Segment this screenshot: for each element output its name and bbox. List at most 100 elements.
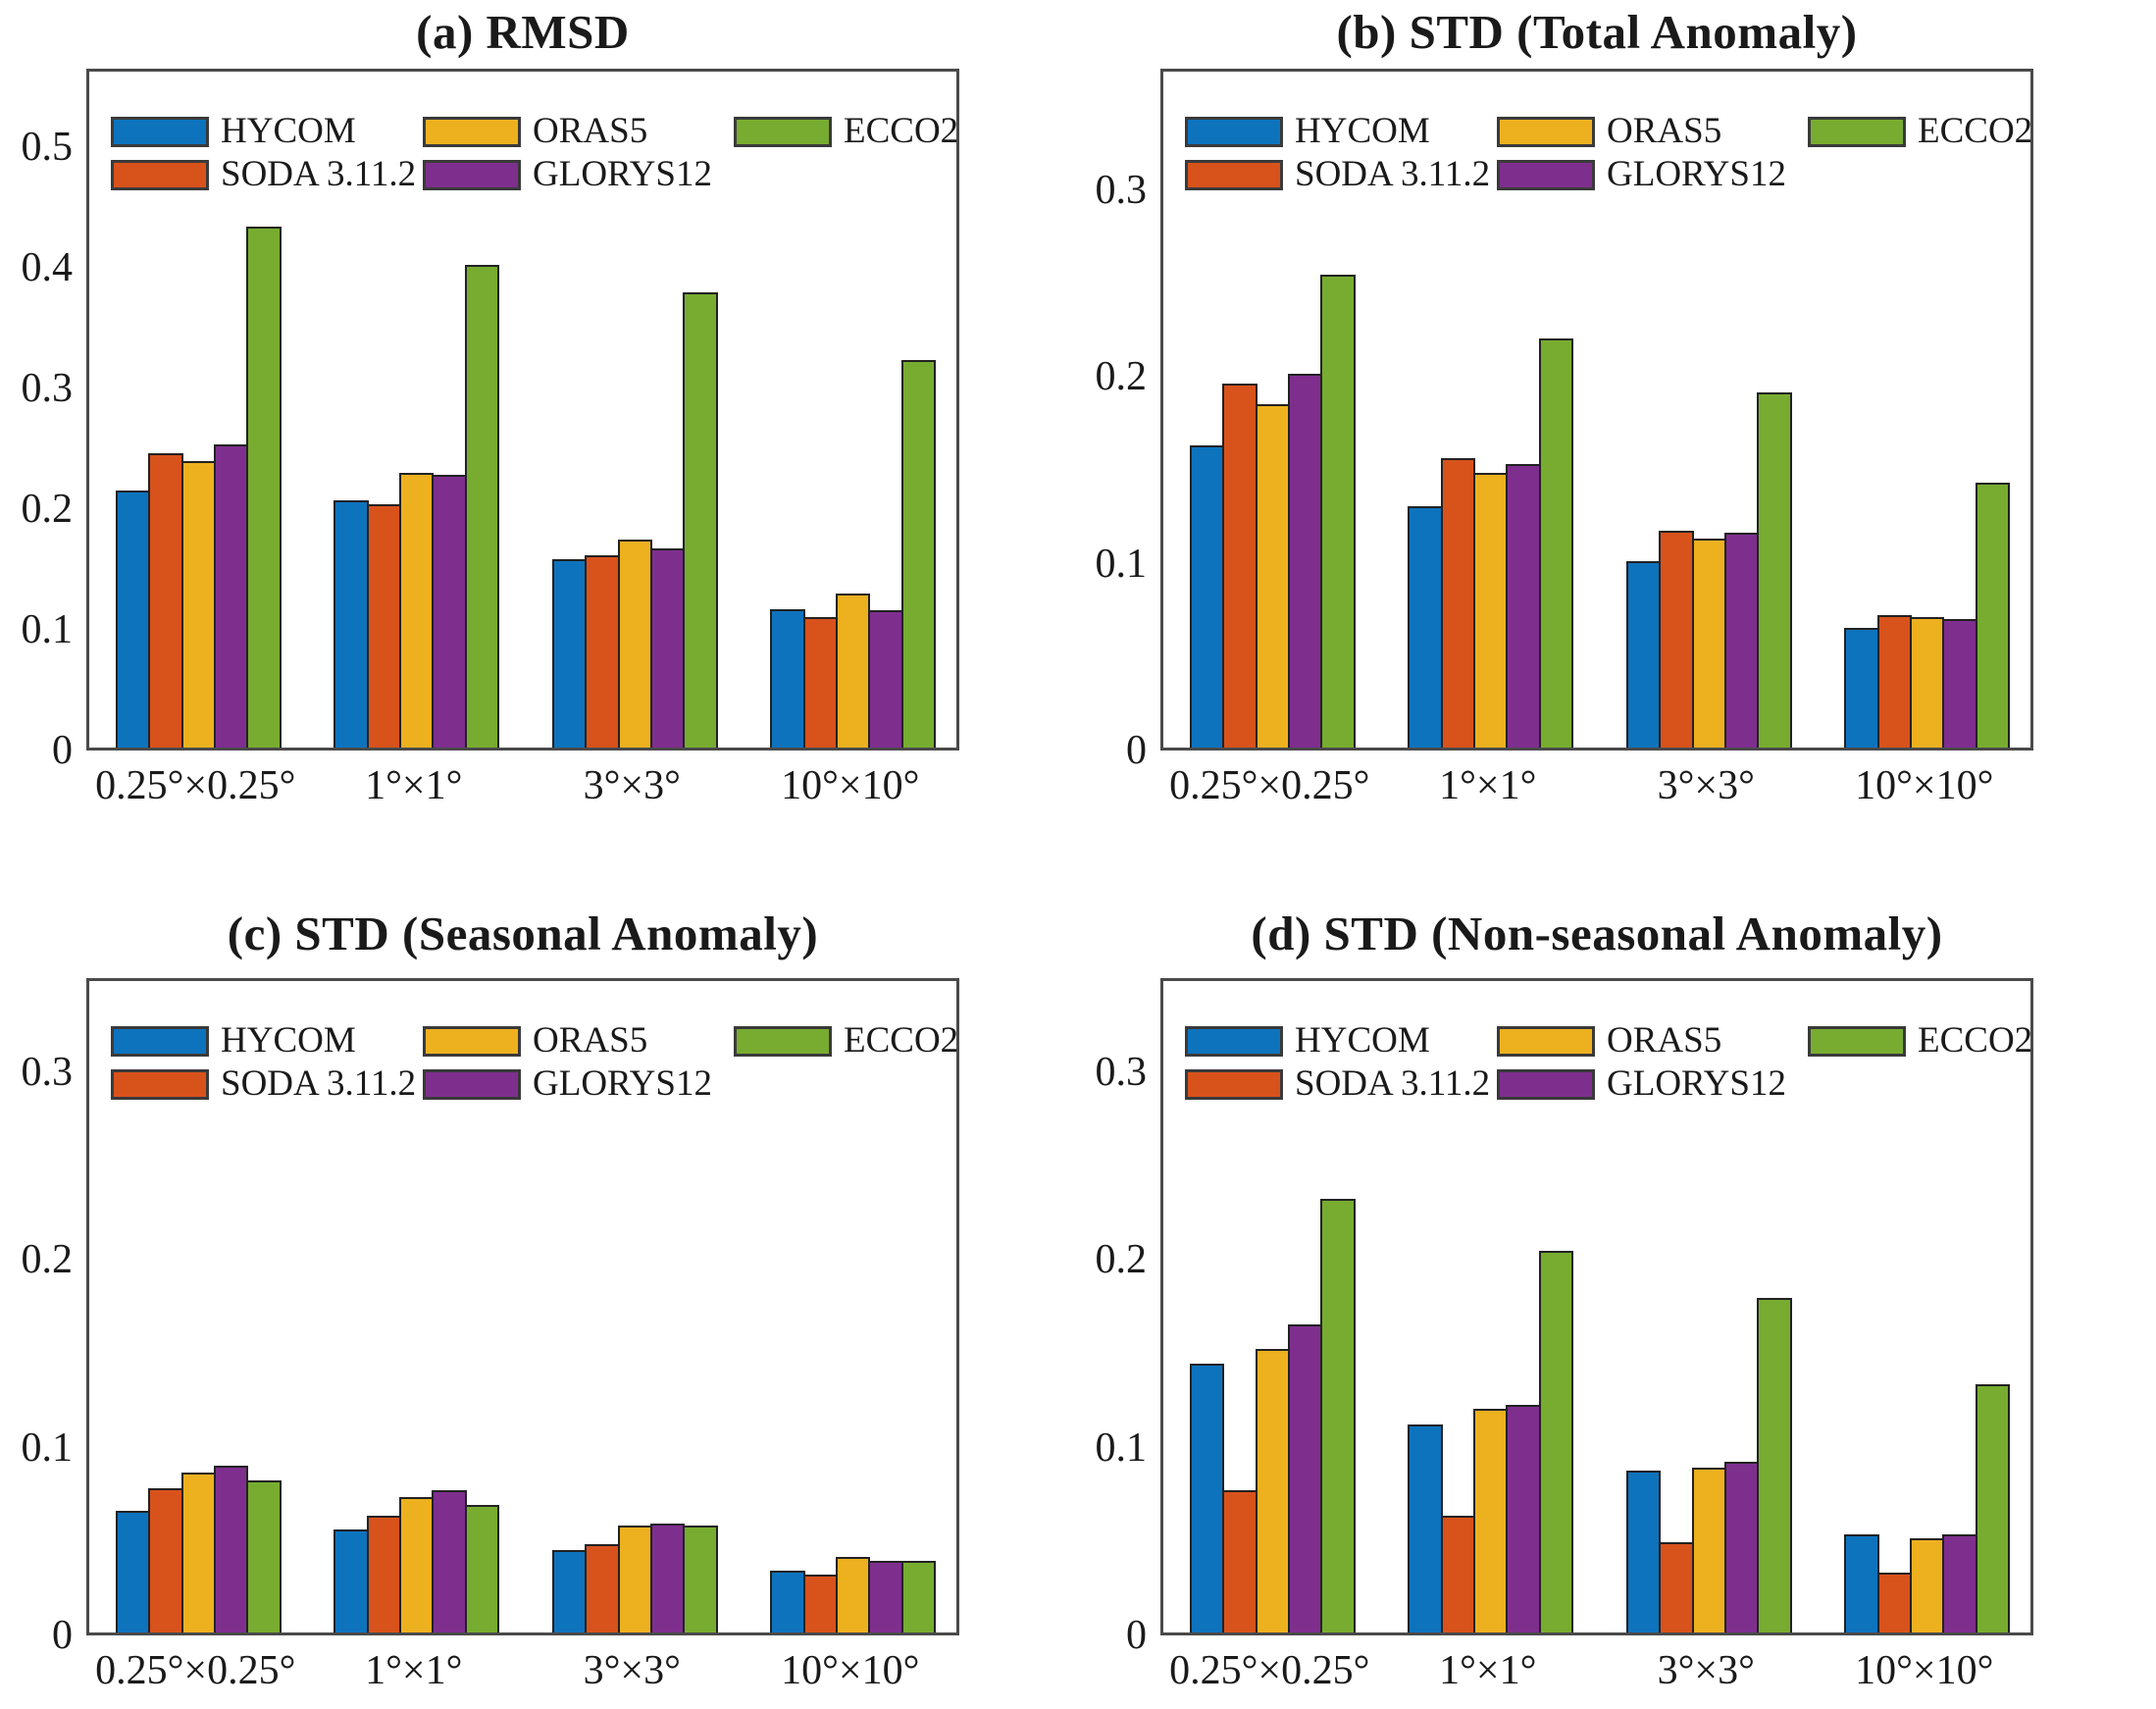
legend-label-soda-3-11-2: SODA 3.11.2: [221, 1063, 417, 1104]
x-tick-label-cat4: 10°×10°: [1855, 1648, 1994, 1693]
y-tick-label-0.3: 0.3: [1095, 167, 1148, 213]
y-tick-label-0.5: 0.5: [21, 124, 74, 170]
bar-glorys12-cat2: [1506, 464, 1541, 748]
legend-label-ecco2: ECCO2: [1918, 1020, 2033, 1061]
bar-glorys12-cat3: [1723, 533, 1760, 748]
bar-oras5-cat1: [180, 461, 216, 748]
panel-a-rmsd: (a) RMSD HYCOM ORAS5 ECCO2 SODA 3.11.2 GLORY…: [0, 0, 1078, 854]
legend-swatch-ecco2: [1808, 117, 1906, 147]
x-tick-label-cat3: 3°×3°: [583, 1648, 681, 1693]
legend-swatch-ecco2: [1808, 1026, 1906, 1057]
legend-swatch-oras5: [423, 1026, 521, 1057]
bar-hycom-cat2: [334, 1529, 369, 1632]
y-tick-label-0: 0: [1126, 1613, 1147, 1658]
bar-ecco2-cat4: [900, 1561, 937, 1632]
y-tick-label-0.2: 0.2: [1095, 1237, 1148, 1283]
legend-swatch-oras5: [1497, 1026, 1595, 1057]
y-tick-label-0: 0: [52, 1613, 73, 1658]
y-tick-label-0.4: 0.4: [21, 244, 74, 290]
bar-ecco2-cat1: [1320, 275, 1356, 748]
bar-ecco2-cat2: [464, 1505, 500, 1632]
bar-glorys12-cat4: [1942, 619, 1977, 748]
bar-soda-3-11-2-cat1: [1222, 1490, 1258, 1632]
legend-swatch-oras5: [423, 117, 521, 147]
bar-soda-3-11-2-cat4: [1876, 1573, 1913, 1632]
bar-glorys12-cat3: [649, 548, 686, 748]
legend-swatch-ecco2: [734, 1026, 832, 1057]
legend-swatch-hycom: [1185, 117, 1283, 147]
bar-oras5-cat4: [1910, 1538, 1945, 1632]
bar-soda-3-11-2-cat2: [1440, 458, 1476, 748]
bar-ecco2-cat1: [246, 227, 282, 748]
bar-oras5-cat2: [1473, 473, 1509, 748]
bar-soda-3-11-2-cat4: [1876, 615, 1913, 748]
legend-swatch-glorys12: [1497, 160, 1595, 190]
bar-glorys12-cat1: [1287, 374, 1323, 748]
y-tick-label-0.1: 0.1: [21, 1424, 74, 1471]
bar-ecco2-cat3: [683, 1526, 718, 1632]
legend-label-soda-3-11-2: SODA 3.11.2: [1295, 154, 1491, 194]
bar-glorys12-cat4: [1942, 1534, 1977, 1632]
bar-oras5-cat4: [836, 594, 871, 748]
panel-c-plot-area: HYCOM ORAS5 ECCO2 SODA 3.11.2 GLORYS12: [86, 978, 959, 1635]
bar-glorys12-cat3: [649, 1524, 686, 1632]
y-tick-label-0.1: 0.1: [1095, 541, 1148, 587]
legend-label-glorys12: GLORYS12: [1607, 1063, 1786, 1104]
x-tick-label-cat1: 0.25°×0.25°: [1169, 1648, 1370, 1693]
legend-label-oras5: ORAS5: [533, 1020, 648, 1061]
bar-hycom-cat3: [1625, 1471, 1662, 1632]
bar-hycom-cat3: [551, 1550, 588, 1632]
panel-b-std-total: (b) STD (Total Anomaly) HYCOM ORAS5 ECCO2 S…: [1078, 0, 2156, 854]
bar-oras5-cat1: [1255, 1349, 1290, 1632]
bar-ecco2-cat2: [464, 265, 500, 748]
panel-d-std-nonseasonal: (d) STD (Non-seasonal Anomaly) HYCOM ORAS…: [1078, 854, 2156, 1709]
bar-oras5-cat4: [836, 1557, 871, 1632]
bar-oras5-cat3: [1691, 1468, 1726, 1632]
y-tick-label-0.1: 0.1: [21, 606, 74, 652]
bar-soda-3-11-2-cat3: [1659, 1542, 1694, 1632]
bar-ecco2-cat3: [683, 292, 718, 748]
bar-soda-3-11-2-cat2: [366, 504, 402, 748]
bar-soda-3-11-2-cat1: [1222, 384, 1258, 748]
bar-glorys12-cat4: [868, 610, 903, 748]
legend-swatch-soda-3-11-2: [111, 160, 209, 190]
bar-glorys12-cat3: [1723, 1462, 1760, 1632]
bar-hycom-cat4: [770, 1571, 805, 1632]
bar-hycom-cat1: [1189, 1364, 1225, 1632]
y-tick-label-0.2: 0.2: [21, 1237, 74, 1283]
x-tick-label-cat1: 0.25°×0.25°: [95, 1648, 296, 1693]
legend-label-ecco2: ECCO2: [1918, 111, 2033, 151]
y-tick-label-0.2: 0.2: [21, 486, 74, 532]
bar-ecco2-cat4: [1975, 1384, 2011, 1632]
legend-label-glorys12: GLORYS12: [1607, 154, 1786, 194]
legend-label-ecco2: ECCO2: [844, 111, 959, 151]
legend-label-oras5: ORAS5: [1607, 1020, 1722, 1061]
bar-soda-3-11-2-cat4: [802, 617, 839, 748]
y-tick-label-0: 0: [52, 728, 73, 773]
bar-ecco2-cat3: [1757, 392, 1792, 748]
x-tick-label-cat4: 10°×10°: [781, 1648, 920, 1693]
panel-c-title: (c) STD (Seasonal Anomaly): [227, 906, 819, 960]
bar-oras5-cat3: [617, 1526, 652, 1632]
x-tick-label-cat1: 0.25°×0.25°: [1169, 763, 1370, 808]
bar-hycom-cat1: [115, 491, 151, 748]
x-tick-label-cat2: 1°×1°: [1439, 1648, 1537, 1693]
bar-soda-3-11-2-cat2: [1440, 1516, 1476, 1632]
bar-ecco2-cat2: [1538, 1251, 1574, 1632]
bar-ecco2-cat1: [246, 1480, 282, 1632]
legend-label-oras5: ORAS5: [1607, 111, 1722, 151]
panel-a-title: (a) RMSD: [416, 5, 630, 59]
panel-d-title: (d) STD (Non-seasonal Anomaly): [1251, 906, 1943, 960]
y-tick-label-0: 0: [1126, 728, 1147, 773]
bar-soda-3-11-2-cat2: [366, 1516, 402, 1632]
bar-oras5-cat2: [399, 473, 435, 748]
x-tick-label-cat2: 1°×1°: [1439, 763, 1537, 808]
bar-oras5-cat2: [399, 1497, 435, 1632]
legend-label-oras5: ORAS5: [533, 111, 648, 151]
bar-glorys12-cat1: [213, 1466, 249, 1632]
bar-hycom-cat4: [1844, 628, 1879, 748]
x-tick-label-cat3: 3°×3°: [1657, 763, 1755, 808]
legend-swatch-ecco2: [734, 117, 832, 147]
y-tick-label-0.3: 0.3: [21, 1049, 74, 1095]
y-tick-label-0.2: 0.2: [1095, 354, 1148, 400]
